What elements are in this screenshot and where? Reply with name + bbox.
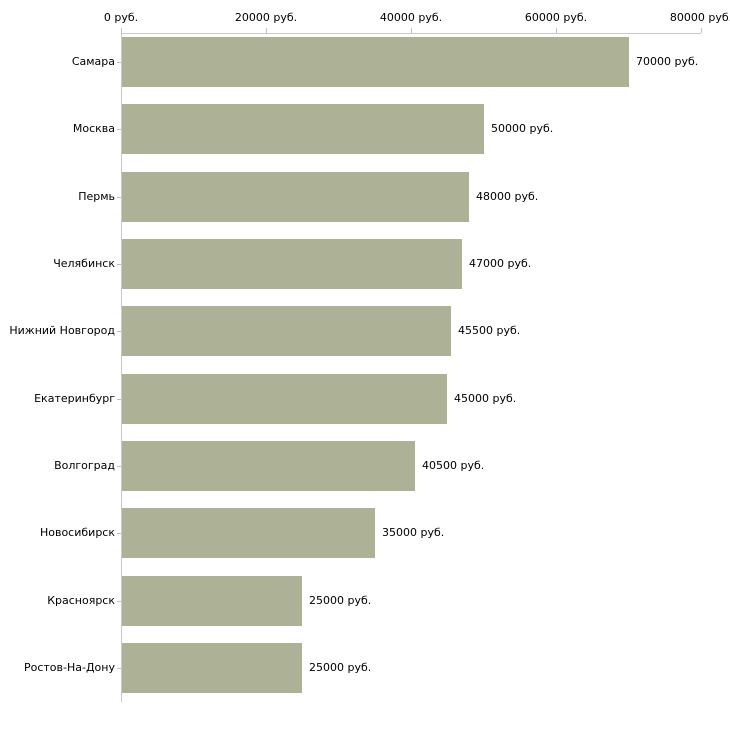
bar-5 xyxy=(122,306,451,357)
category-label: Екатеринбург xyxy=(34,391,115,405)
bar-value-label: 45000 руб. xyxy=(454,391,517,405)
x-axis-tick-label: 0 руб. xyxy=(103,11,139,24)
x-axis-tick xyxy=(121,28,122,33)
bar-value-label: 40500 руб. xyxy=(422,458,485,472)
category-tick xyxy=(117,398,121,400)
bar-3 xyxy=(122,171,469,222)
bar-value-label: 70000 руб. xyxy=(636,55,699,68)
bar-value-label: 47000 руб. xyxy=(469,256,532,270)
category-tick xyxy=(117,465,121,467)
bar-4 xyxy=(122,238,462,289)
x-axis-tick xyxy=(556,28,557,33)
x-axis-tick xyxy=(411,28,412,33)
category-label: Ростов-На-Дону xyxy=(23,660,115,674)
category-tick xyxy=(117,196,121,198)
category-label: Челябинск xyxy=(53,256,115,270)
x-axis-tick xyxy=(701,28,702,33)
bar-8 xyxy=(122,508,375,559)
category-tick xyxy=(117,263,121,265)
bar-value-label: 45500 руб. xyxy=(458,324,521,338)
bar-1 xyxy=(122,37,629,87)
x-axis-tick-label: 60000 руб. xyxy=(524,11,588,24)
bar-value-label: 50000 руб. xyxy=(491,122,554,136)
bar-value-label: 25000 руб. xyxy=(309,593,372,607)
category-label: Москва xyxy=(72,122,115,136)
y-axis-line xyxy=(121,33,122,702)
bar-value-label: 25000 руб. xyxy=(309,660,372,674)
bar-7 xyxy=(122,440,415,491)
category-label: Волгоград xyxy=(54,458,115,472)
x-axis-tick xyxy=(266,28,267,33)
category-label: Самара xyxy=(71,55,115,68)
bar-value-label: 48000 руб. xyxy=(476,189,539,203)
category-tick xyxy=(117,129,121,131)
category-tick xyxy=(117,331,121,333)
x-axis-tick-label: 20000 руб. xyxy=(234,11,298,24)
category-tick xyxy=(117,600,121,602)
x-axis-line xyxy=(121,33,701,34)
x-axis-tick-label: 40000 руб. xyxy=(379,11,443,24)
bar-6 xyxy=(122,373,447,424)
category-tick xyxy=(117,62,121,63)
category-label: Красноярск xyxy=(47,593,115,607)
category-tick xyxy=(117,667,121,669)
category-label: Пермь xyxy=(78,189,115,203)
category-label: Новосибирск xyxy=(39,526,115,540)
bar-9 xyxy=(122,575,302,626)
category-label: Нижний Новгород xyxy=(9,324,115,338)
bar-10 xyxy=(122,642,302,693)
bar-2 xyxy=(122,104,484,155)
x-axis-tick-label: 80000 руб. xyxy=(669,11,730,24)
bar-value-label: 35000 руб. xyxy=(382,526,445,540)
category-tick xyxy=(117,533,121,535)
